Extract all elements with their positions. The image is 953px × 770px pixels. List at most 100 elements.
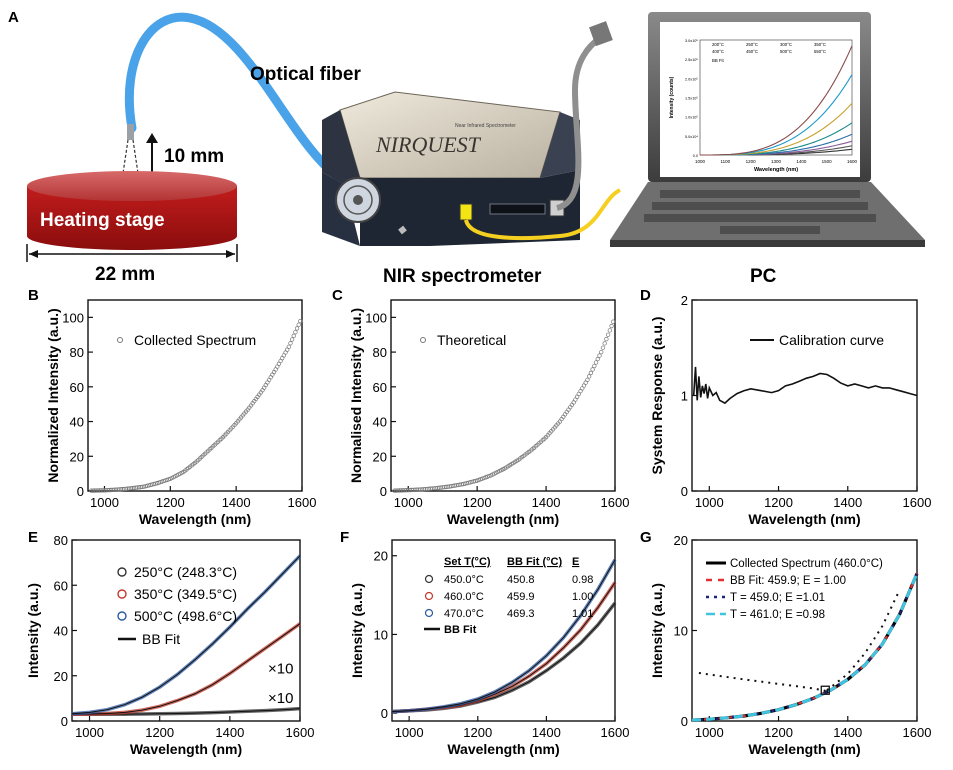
table-cell-set-t: 460.0°C [444,591,484,603]
screen-legend-item: 300°C [780,42,792,47]
screen-ytick: 1.5x10⁵ [685,97,698,101]
screen-ytick: 3.0x10⁵ [685,39,698,43]
x-tick-label: 1400 [532,495,561,510]
width-label: 22 mm [95,264,155,285]
laptop-pc [610,12,925,247]
screen-xtick: 1300 [771,159,782,164]
y-tick-label: 80 [373,345,387,360]
heating-stage-top [27,171,237,201]
x-axis-label: Wavelength (nm) [748,511,860,527]
y-tick-label: 1 [681,389,688,404]
legend-marker [117,611,127,621]
legend-marker [420,337,426,343]
y-tick-label: 2 [681,293,688,308]
x-tick-label: 1200 [463,495,492,510]
table-cell-e: 0.98 [572,574,593,586]
chart-panel-d: D 1000 1200 1400 1600 0 1 2 Wavelength (nm) Syste… [640,287,931,527]
data-point [289,337,295,342]
data-point [604,336,609,342]
screen-legend-item: 550°C [814,49,826,54]
y-tick-label: 20 [374,549,388,564]
y-tick-label: 0 [61,714,68,729]
y-tick-label: 40 [373,415,387,430]
screen-ytick: 2.5x10⁵ [685,58,698,62]
legend-entry: Theoretical [437,332,506,348]
spectrometer-brand: NIRQUEST [375,132,482,157]
screen-xtick: 1100 [720,159,730,164]
beam-line-right [132,139,140,181]
legend-marker [117,589,127,599]
screen-ytick: 2.0x10⁵ [685,77,698,81]
y-axis-label: Intensity (a.u.) [349,583,365,678]
screen-xtick: 1200 [746,159,757,164]
screen-xtick: 1600 [847,159,858,164]
annotation-x10: ×10 [268,660,293,677]
data-point [590,367,595,372]
y-tick-label: 0 [681,484,688,499]
legend-entry: 350°C (349.5°C) [134,586,237,602]
data-point [607,328,612,333]
legend-entry: 500°C (498.6°C) [134,608,237,624]
data-point [595,356,600,362]
chart-panel-c: C 1000 1200 1400 1600 0 20 40 60 80 100 Wavelength … [332,287,629,527]
legend-entry: BB Fit [142,631,180,647]
panel-label-f: F [340,529,349,546]
zoom-guide-dotted [698,672,828,693]
data-point [294,326,300,331]
y-axis-label: Intensity (a.u.) [649,583,665,678]
plot-frame [391,539,616,722]
x-tick-label: 1400 [532,725,561,740]
y-tick-label: 20 [373,449,387,464]
chart-panel-g: G 1000 1200 1400 1600 0 10 20 Wavelength (nm) Int… [640,529,931,757]
bb-fit-line [391,559,616,713]
power-plug [589,21,613,47]
panel-label-e: E [28,529,38,546]
x-axis-label: Wavelength (nm) [447,741,559,757]
screen-ytick: 0.0 [693,154,698,158]
screen-xtick: 1000 [695,159,706,164]
y-tick-label: 0 [77,484,84,499]
screen-ytick: 5.0x10⁴ [685,135,698,139]
panel-a: A 10 mm Optical fiber Heating stage 22 m… [8,9,925,287]
data-point [593,360,599,365]
legend-marker [424,574,434,584]
power-cable [555,35,602,211]
data-point [298,318,303,324]
y-tick-label: 0 [380,484,387,499]
panel-label-d: D [640,287,651,304]
x-tick-label: 1400 [833,495,862,510]
y-tick-label: 0 [681,714,688,729]
bb-fit-line [71,623,301,715]
chart-panel-b: B 1000 1200 1400 1600 0 20 40 60 80 100 Wavelength … [28,287,316,527]
chart-panel-f: F 1000 1200 1400 1600 0 10 20 Wavelength (nm) Int… [340,529,629,757]
y-tick-label: 40 [54,624,68,639]
x-tick-label: 1000 [90,495,119,510]
x-axis-label: Wavelength (nm) [748,741,860,757]
x-axis-label: Wavelength (nm) [139,511,251,527]
y-tick-label: 10 [374,627,388,642]
table-cell-e: 1.01 [572,608,593,620]
series-line [691,572,919,722]
fiber-probe-tip [127,124,134,140]
data-point [296,322,301,327]
y-tick-label: 60 [54,578,68,593]
x-tick-label: 1000 [695,725,724,740]
x-axis-label: Wavelength (nm) [447,511,559,527]
y-axis-label: Normalized Intensity (a.u.) [45,308,61,482]
y-tick-label: 10 [674,624,688,639]
data-point [286,344,291,350]
table-header: BB Fit (°C) [507,556,562,568]
screen-series-line [700,45,853,156]
screen-ylabel: Intensity (counts) [669,76,675,118]
heating-stage-side [27,186,237,250]
x-tick-label: 1200 [145,725,174,740]
data-point [609,323,614,329]
y-tick-label: 20 [70,449,84,464]
heating-stage-label: Heating stage [40,210,165,231]
table-cell-fit: 469.3 [507,608,535,620]
x-tick-label: 1000 [395,725,424,740]
screen-plot: 1000 1100 1200 1300 1400 1500 1600 0.0 5.0x10⁴ 1.… [669,39,858,173]
screen-legend-item: 250°C [746,42,758,47]
pc-label: PC [750,266,777,287]
y-tick-label: 60 [70,380,84,395]
